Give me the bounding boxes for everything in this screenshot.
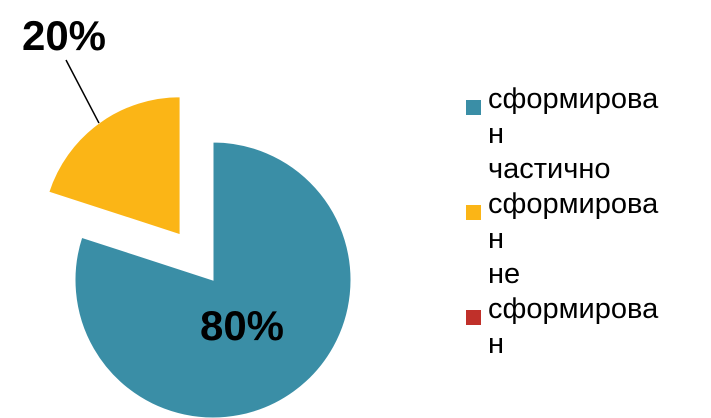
legend-label-line: частично: [488, 153, 611, 185]
legend-label-line: н: [488, 118, 505, 150]
legend-label-line: сформирова: [488, 293, 659, 325]
pie-slice-1: [48, 96, 181, 236]
legend-entry-partial: сформирова н частично: [466, 82, 711, 187]
legend-label-line: не: [488, 258, 521, 290]
legend: сформирова н частично сформирова н не сф…: [466, 82, 711, 362]
legend-entry-formed: сформирова н: [466, 292, 711, 362]
slice-data-label-0: 80%: [200, 302, 284, 349]
legend-swatch-not-formed: [466, 205, 481, 220]
legend-swatch-formed: [466, 310, 481, 325]
legend-label-line: сформирова: [488, 83, 659, 115]
legend-label-line: сформирова: [488, 188, 659, 220]
legend-label-line: н: [488, 223, 505, 255]
legend-label-line: н: [488, 328, 505, 360]
slice-data-label-1: 20%: [22, 12, 106, 59]
legend-swatch-partial: [466, 100, 481, 115]
leader-line-1: [65, 59, 100, 124]
legend-entry-not-formed: сформирова н не: [466, 187, 711, 292]
pie-slice-0: [74, 141, 352, 418]
